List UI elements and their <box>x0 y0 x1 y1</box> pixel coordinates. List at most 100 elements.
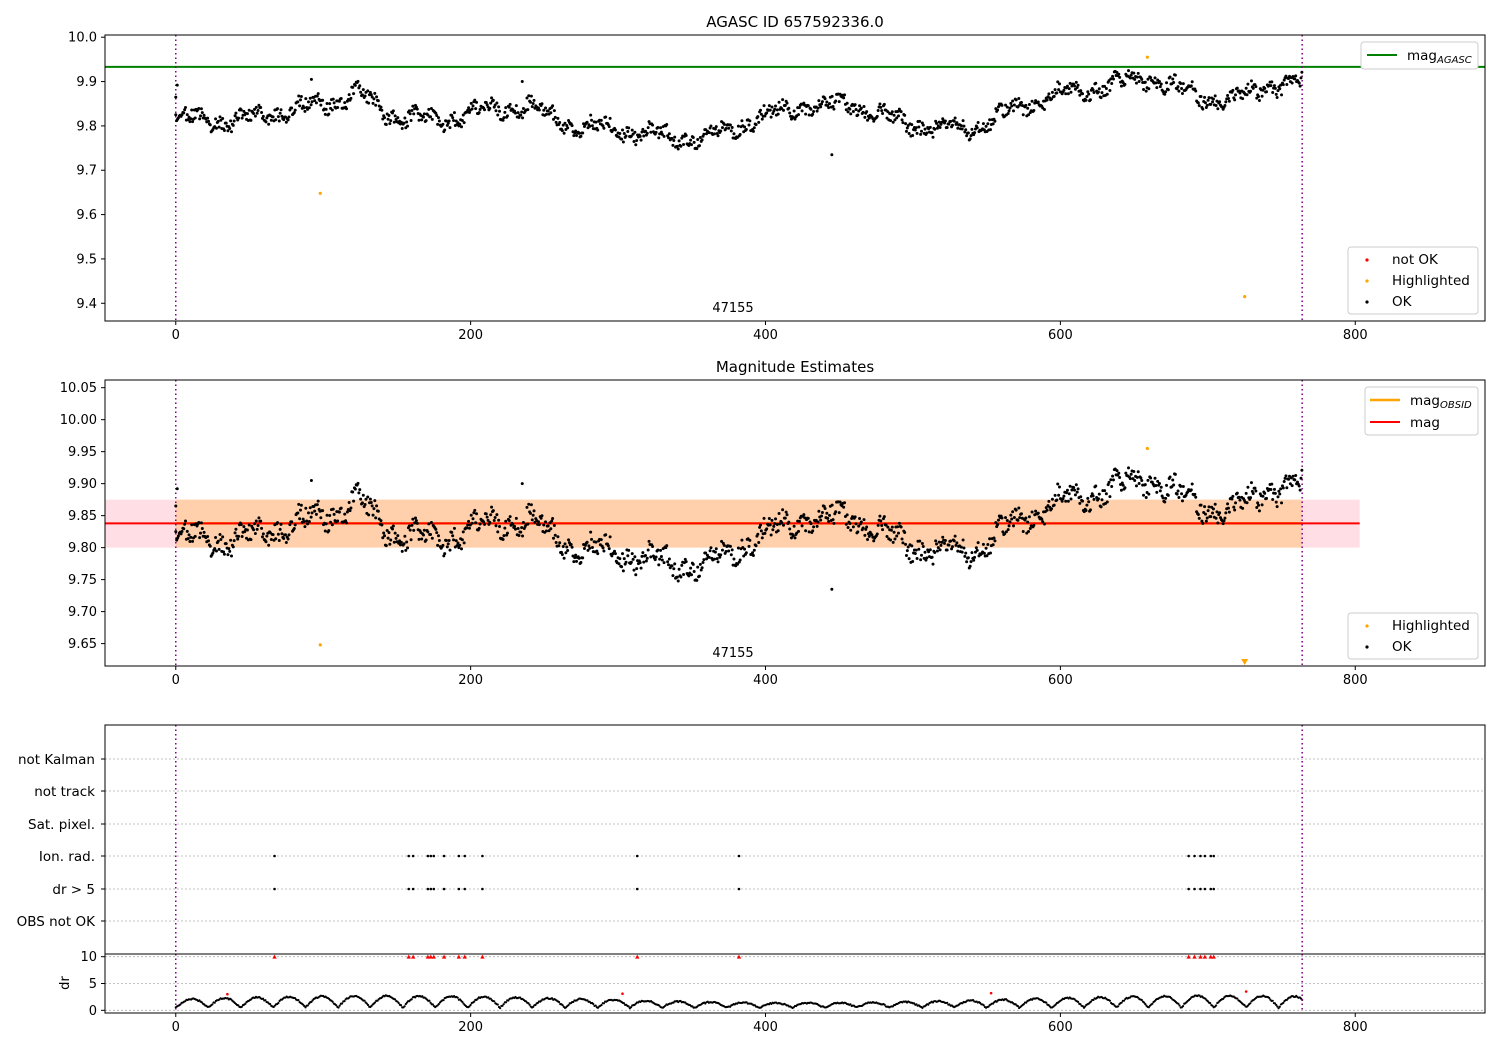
ok-point <box>332 512 336 516</box>
ok-point <box>554 540 558 544</box>
ok-point <box>879 519 883 523</box>
ok-point <box>1008 106 1012 110</box>
ok-point <box>1032 523 1036 527</box>
ok-point <box>594 120 598 124</box>
ok-point <box>309 103 313 107</box>
ok-point <box>1190 80 1194 84</box>
ok-point <box>608 116 612 120</box>
ok-point <box>1119 84 1123 88</box>
ok-point <box>1158 85 1162 89</box>
ok-point <box>893 118 897 122</box>
ok-point <box>767 516 771 520</box>
ok-point <box>736 546 740 550</box>
ok-point <box>379 519 383 523</box>
ok-point <box>321 509 325 513</box>
ok-point <box>595 549 599 553</box>
ok-point <box>330 523 334 527</box>
ok-point <box>1171 478 1175 482</box>
ok-point <box>1004 516 1008 520</box>
ok-point <box>785 513 789 517</box>
y-tick-label: 10.05 <box>60 381 97 396</box>
ok-point <box>876 523 880 527</box>
ok-point <box>1249 89 1253 93</box>
ok-point <box>1199 503 1203 507</box>
ok-point <box>1147 492 1151 496</box>
ok-point <box>566 126 570 130</box>
ok-point <box>1180 492 1184 496</box>
panel1-legend-lines: magAGASC <box>1360 41 1479 70</box>
ok-point <box>1203 101 1207 105</box>
ok-point <box>1068 484 1072 488</box>
ok-point <box>1032 108 1036 112</box>
ok-point <box>1168 475 1172 479</box>
ok-point <box>697 144 701 148</box>
ok-point <box>274 537 278 541</box>
ok-point <box>1073 84 1077 88</box>
ok-point <box>446 542 450 546</box>
ok-point <box>245 112 249 116</box>
ok-point <box>504 519 508 523</box>
ok-point <box>176 534 180 538</box>
legend-mag-label: mag <box>1410 415 1440 431</box>
ok-point <box>486 518 490 522</box>
ok-point <box>782 108 785 112</box>
ok-point <box>777 100 781 104</box>
ok-point <box>532 98 536 102</box>
ok-point <box>427 107 431 111</box>
ok-point <box>936 546 940 550</box>
ok-point <box>754 123 758 127</box>
ok-point <box>634 143 638 147</box>
flag-point <box>407 854 411 858</box>
ok-point <box>1199 94 1203 98</box>
ok-point <box>1173 472 1177 476</box>
ok-point <box>308 506 312 510</box>
x-tick-label: 400 <box>753 1020 778 1035</box>
ok-point <box>830 587 834 591</box>
ok-point <box>253 107 256 111</box>
ok-point <box>1274 500 1278 504</box>
ok-point <box>315 94 319 98</box>
ok-point <box>1111 77 1115 81</box>
ok-point <box>1254 489 1258 493</box>
ok-point <box>264 540 268 544</box>
ok-point <box>347 501 351 505</box>
ok-point <box>1181 485 1185 489</box>
ok-point <box>229 538 233 542</box>
ok-point <box>375 504 379 508</box>
ok-point <box>960 127 964 131</box>
ok-point <box>722 543 726 547</box>
ok-point <box>582 546 586 550</box>
flag-point <box>737 887 741 891</box>
ok-point <box>324 107 328 111</box>
ok-point <box>996 108 1000 112</box>
ok-point <box>1232 505 1236 509</box>
ok-point <box>945 126 949 130</box>
y-tick-label: 9.5 <box>76 252 97 267</box>
dr-point <box>1282 1001 1285 1004</box>
ok-point <box>348 509 352 513</box>
ok-point <box>702 558 706 562</box>
ok-point <box>1249 496 1253 500</box>
ok-point <box>1075 490 1079 494</box>
ok-point <box>1042 522 1046 526</box>
ok-point <box>222 550 226 554</box>
ok-point <box>174 530 178 534</box>
ok-point <box>1091 494 1095 498</box>
ok-point <box>961 538 965 542</box>
ok-point <box>596 128 600 132</box>
ok-point <box>1074 483 1078 487</box>
ok-point <box>1017 506 1021 510</box>
ok-point <box>952 119 956 123</box>
ok-point <box>820 100 824 104</box>
ok-point <box>1158 489 1162 493</box>
ok-point <box>1124 471 1128 475</box>
ok-point <box>969 134 973 138</box>
ok-point <box>1257 95 1261 99</box>
ok-point <box>330 108 334 112</box>
flag-point <box>737 854 741 858</box>
ok-point <box>949 539 953 543</box>
ok-point <box>1115 469 1119 473</box>
ok-point <box>1155 490 1159 494</box>
